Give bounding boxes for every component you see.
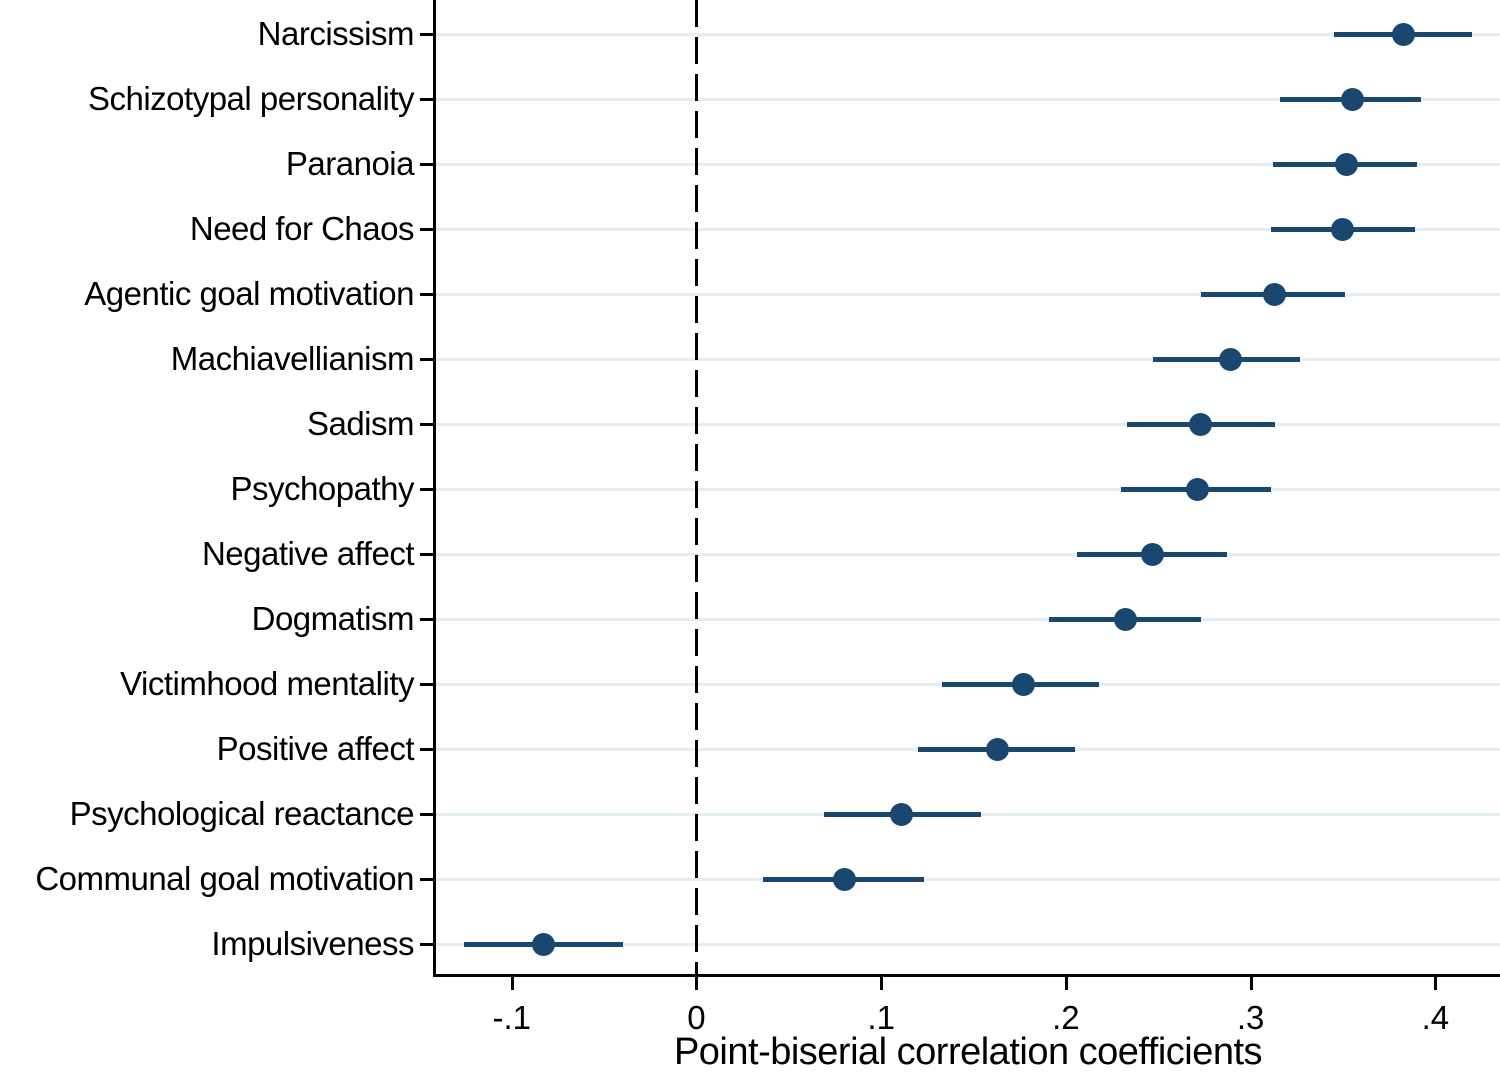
x-axis-tick [1064, 977, 1068, 990]
category-label: Dogmatism [251, 600, 415, 637]
y-axis-tick [420, 683, 433, 686]
x-axis-tick [880, 977, 884, 990]
x-axis-tick [695, 977, 699, 990]
y-axis-tick [420, 33, 433, 36]
category-label: Need for Chaos [189, 210, 415, 247]
y-axis-tick [420, 358, 433, 361]
x-axis-tick-label: .1 [867, 999, 895, 1036]
point-estimate-dot [986, 737, 1010, 761]
gridline [436, 293, 1500, 296]
x-axis-tick-label: -.1 [492, 999, 531, 1036]
gridline [436, 33, 1500, 36]
point-estimate-dot [1113, 607, 1137, 631]
category-label: Machiavellianism [170, 340, 415, 377]
gridline [436, 943, 1500, 946]
gridline [436, 98, 1500, 101]
x-axis-tick [510, 977, 514, 990]
x-axis-tick-label: .3 [1236, 999, 1265, 1036]
y-axis-tick [420, 943, 433, 946]
category-label: Sadism [306, 405, 415, 442]
y-axis-tick [420, 878, 433, 881]
y-axis-line [433, 0, 436, 977]
x-axis-tick [1434, 977, 1438, 990]
category-label: Communal goal motivation [35, 860, 414, 897]
category-label: Positive affect [216, 730, 415, 767]
y-axis-tick [420, 488, 433, 491]
point-estimate-dot [531, 932, 555, 956]
y-axis-tick [420, 293, 433, 296]
category-label: Schizotypal personality [87, 80, 415, 117]
category-label: Narcissism [257, 15, 415, 52]
y-axis-tick [420, 228, 433, 231]
zero-reference-line [695, 0, 699, 974]
category-label: Agentic goal motivation [84, 275, 414, 312]
gridline [436, 163, 1500, 166]
y-axis-tick [420, 553, 433, 556]
point-estimate-dot [1263, 282, 1287, 306]
gridline [436, 228, 1500, 231]
point-estimate-dot [1340, 87, 1364, 111]
x-axis-title: Point-biserial correlation coefficients [673, 1031, 1263, 1073]
gridline [436, 618, 1500, 621]
point-estimate-dot [832, 867, 856, 891]
category-label: Impulsiveness [211, 925, 414, 962]
gridline [436, 553, 1500, 556]
y-axis-tick [420, 813, 433, 816]
gridline [436, 488, 1500, 491]
category-label: Negative affect [201, 535, 415, 572]
y-axis-tick [420, 163, 433, 166]
category-label: Psychological reactance [69, 795, 415, 832]
gridline [436, 358, 1500, 361]
y-axis-tick [420, 423, 433, 426]
x-axis-tick [1249, 977, 1253, 990]
category-label: Psychopathy [230, 470, 415, 507]
point-estimate-dot [1011, 672, 1035, 696]
x-axis-tick-label: .4 [1421, 999, 1450, 1036]
point-estimate-dot [1185, 477, 1209, 501]
point-estimate-dot [1331, 217, 1355, 241]
point-estimate-dot [1392, 22, 1416, 46]
point-estimate-dot [1189, 412, 1213, 436]
x-axis-tick-label: 0 [687, 999, 706, 1036]
y-axis-tick [420, 618, 433, 621]
y-axis-tick [420, 98, 433, 101]
y-axis-tick [420, 748, 433, 751]
category-label: Paranoia [285, 145, 415, 182]
point-estimate-dot [1218, 347, 1242, 371]
gridline [436, 878, 1500, 881]
category-label: Victimhood mentality [120, 665, 414, 702]
point-estimate-dot [1141, 542, 1165, 566]
x-axis-line [433, 974, 1500, 977]
x-axis-tick-label: .2 [1052, 999, 1080, 1036]
point-estimate-dot [1335, 152, 1359, 176]
point-estimate-dot [890, 802, 913, 826]
gridline [436, 423, 1500, 426]
